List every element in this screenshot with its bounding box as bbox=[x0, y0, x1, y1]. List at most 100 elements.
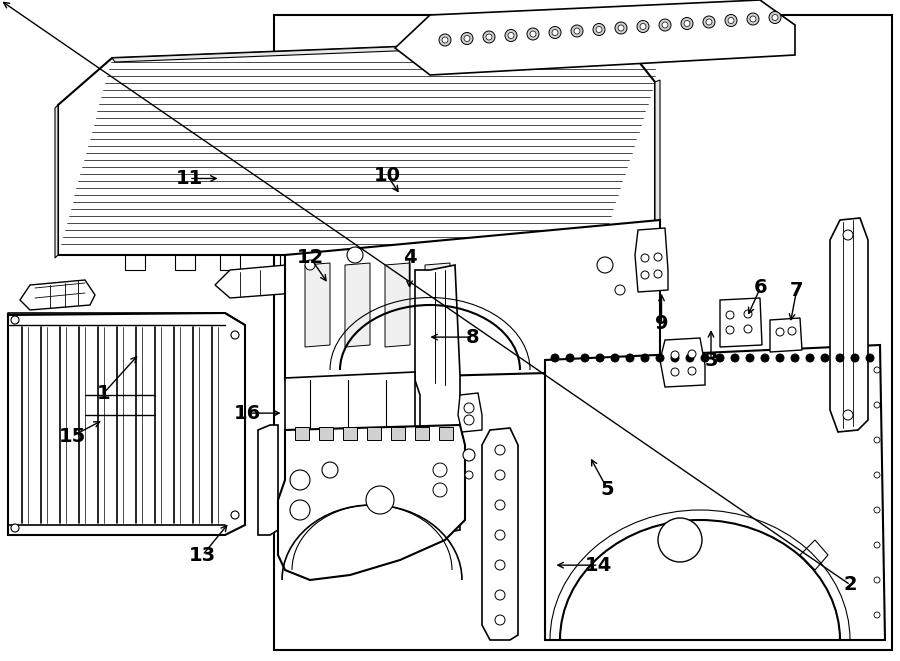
Polygon shape bbox=[800, 540, 828, 570]
Polygon shape bbox=[305, 263, 330, 347]
Text: 3: 3 bbox=[704, 351, 718, 369]
Circle shape bbox=[791, 354, 799, 362]
Polygon shape bbox=[635, 228, 668, 292]
Circle shape bbox=[686, 354, 694, 362]
Circle shape bbox=[747, 13, 759, 25]
Polygon shape bbox=[220, 255, 240, 270]
Polygon shape bbox=[112, 38, 623, 62]
Circle shape bbox=[530, 31, 536, 37]
Circle shape bbox=[505, 30, 517, 42]
Text: 16: 16 bbox=[234, 404, 261, 422]
Polygon shape bbox=[439, 427, 453, 440]
Circle shape bbox=[551, 354, 559, 362]
Text: 6: 6 bbox=[753, 278, 768, 297]
Circle shape bbox=[463, 449, 475, 461]
Circle shape bbox=[549, 26, 561, 38]
Polygon shape bbox=[285, 372, 415, 535]
Circle shape bbox=[464, 403, 474, 413]
Circle shape bbox=[769, 11, 781, 24]
Text: 13: 13 bbox=[189, 546, 216, 564]
Circle shape bbox=[744, 325, 752, 333]
Polygon shape bbox=[295, 427, 309, 440]
Circle shape bbox=[746, 354, 754, 362]
Polygon shape bbox=[482, 428, 518, 640]
Polygon shape bbox=[770, 318, 802, 352]
Circle shape bbox=[464, 36, 470, 42]
Circle shape bbox=[750, 16, 756, 22]
Circle shape bbox=[574, 28, 580, 34]
Polygon shape bbox=[830, 218, 868, 432]
Polygon shape bbox=[385, 263, 410, 347]
Circle shape bbox=[641, 354, 649, 362]
Polygon shape bbox=[215, 262, 335, 298]
Circle shape bbox=[433, 483, 447, 497]
Circle shape bbox=[231, 331, 239, 339]
Polygon shape bbox=[8, 313, 245, 535]
Circle shape bbox=[495, 500, 505, 510]
Circle shape bbox=[615, 22, 627, 34]
Polygon shape bbox=[470, 255, 490, 270]
Polygon shape bbox=[340, 255, 360, 270]
Circle shape bbox=[641, 271, 649, 279]
Circle shape bbox=[821, 354, 829, 362]
Circle shape bbox=[433, 463, 447, 477]
Circle shape bbox=[654, 253, 662, 261]
Circle shape bbox=[866, 354, 874, 362]
Polygon shape bbox=[660, 338, 705, 387]
Circle shape bbox=[483, 31, 495, 43]
Circle shape bbox=[726, 311, 734, 319]
Circle shape bbox=[776, 354, 784, 362]
Circle shape bbox=[442, 37, 448, 43]
Circle shape bbox=[874, 542, 880, 548]
Polygon shape bbox=[545, 345, 885, 640]
Circle shape bbox=[716, 354, 724, 362]
Circle shape bbox=[843, 230, 853, 240]
Circle shape bbox=[615, 285, 625, 295]
Text: 5: 5 bbox=[600, 480, 615, 498]
Circle shape bbox=[701, 354, 709, 362]
Circle shape bbox=[688, 350, 696, 358]
Circle shape bbox=[322, 462, 338, 478]
Circle shape bbox=[495, 470, 505, 480]
Circle shape bbox=[231, 511, 239, 519]
Circle shape bbox=[571, 25, 583, 37]
Circle shape bbox=[662, 22, 668, 28]
Circle shape bbox=[566, 354, 574, 362]
Circle shape bbox=[290, 500, 310, 520]
Polygon shape bbox=[58, 38, 655, 255]
Polygon shape bbox=[258, 425, 278, 535]
Circle shape bbox=[461, 32, 473, 44]
Circle shape bbox=[439, 34, 451, 46]
Circle shape bbox=[851, 354, 859, 362]
Circle shape bbox=[508, 32, 514, 38]
Circle shape bbox=[688, 367, 696, 375]
Circle shape bbox=[703, 16, 715, 28]
Circle shape bbox=[597, 257, 613, 273]
Polygon shape bbox=[345, 263, 370, 347]
Circle shape bbox=[464, 415, 474, 425]
Circle shape bbox=[552, 30, 558, 36]
Polygon shape bbox=[405, 255, 425, 270]
Circle shape bbox=[495, 530, 505, 540]
Circle shape bbox=[836, 354, 844, 362]
Text: 8: 8 bbox=[465, 328, 480, 346]
Circle shape bbox=[486, 34, 492, 40]
Circle shape bbox=[874, 507, 880, 513]
Polygon shape bbox=[655, 80, 660, 235]
Circle shape bbox=[788, 327, 796, 335]
Circle shape bbox=[637, 20, 649, 32]
Circle shape bbox=[593, 24, 605, 36]
Polygon shape bbox=[343, 427, 357, 440]
Circle shape bbox=[658, 518, 702, 562]
Circle shape bbox=[290, 470, 310, 490]
Circle shape bbox=[776, 328, 784, 336]
Bar bbox=[274, 15, 892, 650]
Circle shape bbox=[11, 524, 19, 532]
Text: 7: 7 bbox=[790, 282, 803, 300]
Circle shape bbox=[596, 354, 604, 362]
Text: 11: 11 bbox=[176, 169, 202, 188]
Circle shape bbox=[11, 316, 19, 324]
Text: 14: 14 bbox=[585, 556, 612, 574]
Circle shape bbox=[761, 354, 769, 362]
Polygon shape bbox=[280, 255, 300, 270]
